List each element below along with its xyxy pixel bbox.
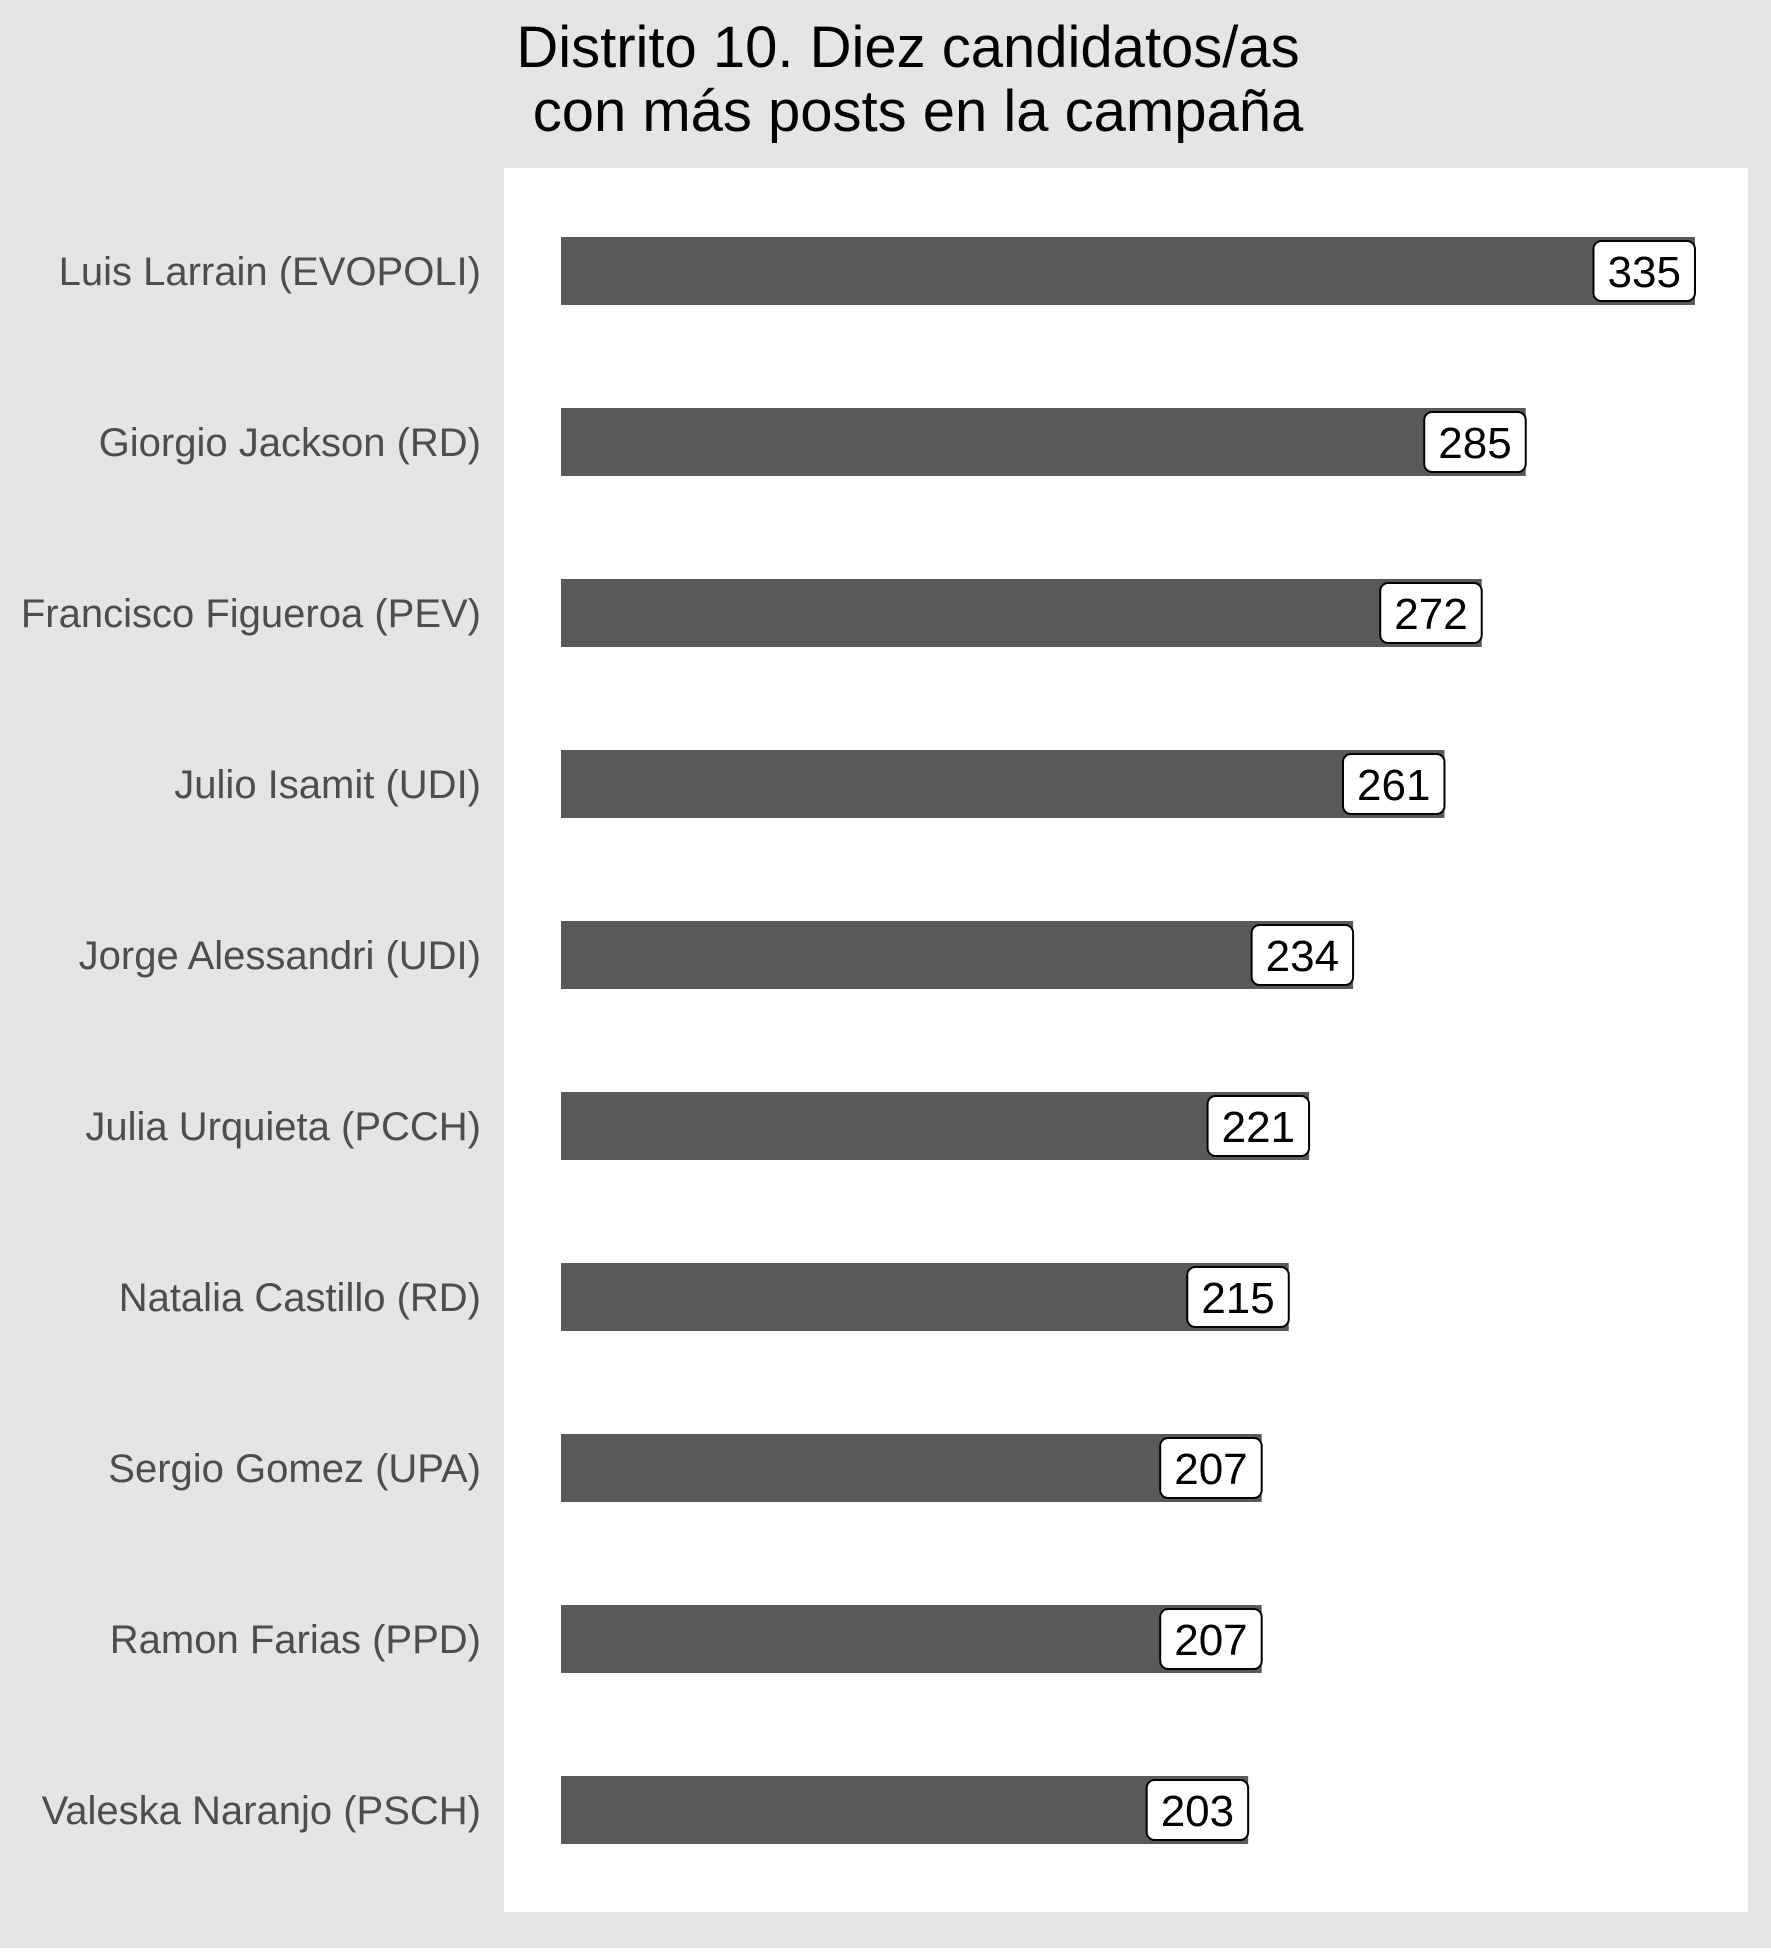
- category-label: Valeska Naranjo (PSCH): [42, 1789, 481, 1833]
- value-label: 285: [1438, 419, 1511, 468]
- value-label: 272: [1394, 590, 1467, 639]
- value-label: 207: [1174, 1616, 1247, 1665]
- value-label: 207: [1174, 1445, 1247, 1494]
- value-label-box: [1592, 240, 1696, 302]
- bar: [561, 579, 1482, 647]
- category-label: Natalia Castillo (RD): [119, 1276, 481, 1320]
- bar: [561, 1605, 1262, 1673]
- value-label-box: [1423, 411, 1527, 473]
- bar: [561, 408, 1526, 476]
- category-label: Sergio Gomez (UPA): [108, 1447, 481, 1491]
- category-label: Julia Urquieta (PCCH): [85, 1105, 481, 1149]
- category-label: Luis Larrain (EVOPOLI): [59, 250, 481, 294]
- value-label: 221: [1222, 1103, 1295, 1152]
- bars-layer: Luis Larrain (EVOPOLI) 335 Giorgio Jackson…: [21, 237, 1696, 1844]
- value-label-box: [1145, 1779, 1250, 1841]
- chart-title-line-1: Distrito 10. Diez candidatos/as: [516, 15, 1299, 80]
- value-label: 335: [1608, 248, 1681, 297]
- bar: [561, 1263, 1289, 1331]
- value-label: 203: [1161, 1787, 1234, 1836]
- category-label: Ramon Farias (PPD): [110, 1618, 481, 1662]
- value-label-box: [1379, 582, 1483, 644]
- category-label: Julio Isamit (UDI): [174, 763, 481, 807]
- bar: [561, 1434, 1262, 1502]
- value-label: 234: [1266, 932, 1339, 981]
- bar: [561, 1776, 1249, 1844]
- value-label-box: [1159, 1608, 1263, 1670]
- bar: [561, 750, 1445, 818]
- value-label-box: [1186, 1266, 1290, 1328]
- category-label: Jorge Alessandri (UDI): [79, 934, 481, 978]
- value-label-box: [1341, 753, 1446, 815]
- bar: [561, 1092, 1310, 1160]
- bar: [561, 921, 1354, 989]
- category-label: Giorgio Jackson (RD): [99, 421, 481, 465]
- value-label: 261: [1357, 761, 1430, 810]
- value-label-box: [1159, 1437, 1263, 1499]
- category-label: Francisco Figueroa (PEV): [21, 592, 481, 636]
- bar: [561, 237, 1695, 305]
- value-label-box: [1250, 924, 1355, 986]
- chart-title-line-2: con más posts en la campaña: [533, 79, 1304, 144]
- value-label-box: [1206, 1095, 1311, 1157]
- value-label: 215: [1201, 1274, 1274, 1323]
